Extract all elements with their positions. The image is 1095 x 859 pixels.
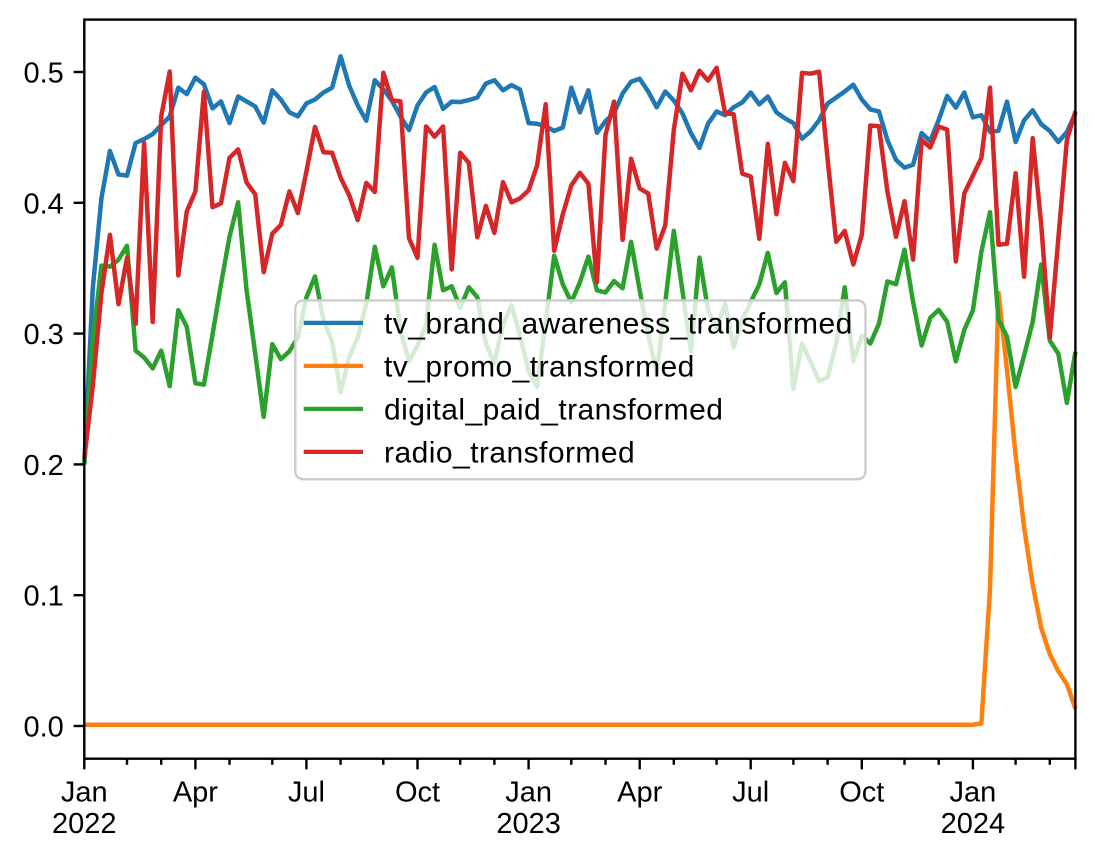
svg-text:Jan: Jan: [61, 777, 108, 809]
svg-text:Jul: Jul: [732, 777, 769, 809]
svg-text:0.5: 0.5: [23, 58, 63, 90]
svg-text:0.1: 0.1: [23, 581, 63, 613]
svg-text:digital_paid_transformed: digital_paid_transformed: [384, 394, 723, 427]
svg-text:2024: 2024: [941, 808, 1006, 840]
svg-text:Jul: Jul: [288, 777, 325, 809]
svg-text:0.2: 0.2: [23, 450, 63, 482]
svg-text:tv_brand_awareness_transformed: tv_brand_awareness_transformed: [384, 308, 853, 341]
svg-text:0.0: 0.0: [23, 712, 63, 744]
svg-text:Jan: Jan: [505, 777, 552, 809]
svg-text:Apr: Apr: [617, 777, 662, 809]
svg-text:Oct: Oct: [839, 777, 884, 809]
svg-text:2023: 2023: [496, 808, 561, 840]
svg-text:Jan: Jan: [950, 777, 997, 809]
svg-text:radio_transformed: radio_transformed: [384, 437, 635, 470]
svg-text:0.4: 0.4: [23, 188, 63, 220]
svg-text:0.3: 0.3: [23, 319, 63, 351]
svg-text:tv_promo_transformed: tv_promo_transformed: [384, 351, 695, 384]
svg-text:Oct: Oct: [395, 777, 440, 809]
svg-text:2022: 2022: [52, 808, 117, 840]
svg-text:Apr: Apr: [173, 777, 218, 809]
